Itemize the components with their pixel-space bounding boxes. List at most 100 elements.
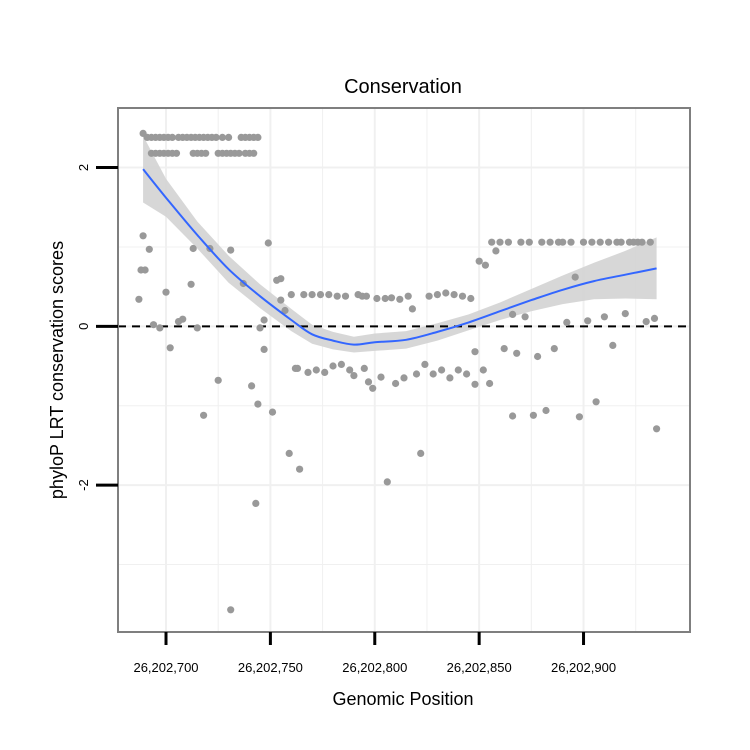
data-point: [248, 382, 256, 390]
data-point: [538, 238, 546, 246]
data-point: [277, 296, 285, 304]
plot-panel: [117, 107, 691, 633]
data-point: [471, 348, 479, 356]
data-point: [145, 245, 153, 253]
data-point: [383, 478, 391, 486]
data-point: [337, 360, 345, 368]
data-point: [260, 316, 268, 324]
data-points: [135, 129, 661, 614]
data-point: [559, 238, 567, 246]
data-point: [584, 317, 592, 325]
data-point: [285, 449, 293, 457]
data-point: [341, 292, 350, 300]
data-point: [429, 370, 437, 378]
data-point: [316, 291, 325, 299]
x-tick-label: 26,202,850: [447, 660, 512, 675]
data-point: [381, 294, 389, 303]
data-point: [592, 398, 600, 406]
data-point: [250, 149, 258, 157]
data-point: [492, 247, 500, 255]
data-point: [496, 238, 504, 246]
data-point: [218, 133, 226, 141]
data-point: [534, 352, 542, 361]
data-point: [156, 324, 164, 332]
data-point: [193, 324, 201, 332]
data-point: [227, 246, 235, 254]
data-point: [638, 238, 646, 246]
data-point: [172, 149, 181, 157]
data-point: [141, 266, 149, 274]
data-point: [529, 411, 538, 419]
data-point: [600, 313, 609, 321]
data-point: [293, 364, 302, 372]
data-point: [588, 238, 596, 246]
data-point: [187, 280, 195, 288]
data-point: [214, 376, 222, 384]
data-point: [513, 349, 521, 357]
data-point: [287, 291, 295, 299]
data-point: [596, 238, 604, 246]
data-point: [202, 149, 210, 157]
data-point: [254, 400, 262, 408]
data-point: [400, 374, 408, 382]
data-point: [200, 411, 208, 419]
x-tick-label: 26,202,900: [551, 660, 616, 675]
data-point: [408, 305, 416, 313]
data-point: [442, 289, 450, 297]
data-point: [350, 372, 358, 380]
data-point: [364, 378, 373, 386]
data-point: [256, 324, 264, 332]
data-point: [617, 238, 625, 246]
data-point: [458, 292, 467, 300]
data-point: [504, 238, 512, 246]
data-point: [321, 368, 329, 376]
y-tick-label: 0: [76, 323, 91, 330]
data-point: [377, 373, 385, 381]
data-point: [227, 606, 235, 614]
data-point: [567, 238, 575, 246]
data-point: [369, 384, 377, 392]
data-point: [479, 366, 487, 374]
data-point: [300, 291, 308, 299]
data-point: [260, 345, 268, 353]
data-point: [467, 294, 475, 303]
y-axis: -2 0 2: [76, 164, 118, 491]
data-point: [360, 364, 368, 372]
data-point: [296, 465, 304, 473]
chart-title: Conservation: [344, 76, 462, 98]
x-tick-label: 26,202,800: [342, 660, 407, 675]
data-point: [650, 314, 659, 322]
data-point: [542, 406, 550, 415]
y-tick-label: -2: [76, 479, 91, 491]
data-point: [412, 370, 421, 378]
data-point: [212, 133, 220, 141]
data-point: [166, 344, 174, 352]
data-point: [521, 313, 529, 321]
data-point: [396, 295, 404, 303]
data-point: [333, 292, 341, 300]
data-point: [438, 366, 446, 374]
data-point: [571, 273, 579, 281]
y-axis-title: phyloP LRT conservation scores: [47, 241, 67, 499]
data-point: [463, 370, 471, 378]
data-point: [235, 149, 243, 157]
data-point: [139, 232, 147, 240]
data-point: [404, 292, 412, 300]
y-tick-label: 2: [76, 164, 91, 171]
data-point: [579, 238, 588, 246]
confidence-ribbon: [143, 135, 657, 353]
data-point: [325, 291, 333, 299]
data-point: [387, 294, 396, 302]
data-point: [421, 360, 429, 368]
data-point: [425, 292, 433, 300]
data-point: [168, 133, 176, 141]
data-point: [550, 345, 558, 353]
data-point: [646, 238, 654, 246]
data-point: [225, 133, 233, 141]
data-point: [450, 291, 458, 299]
data-point: [433, 291, 441, 299]
data-point: [179, 315, 187, 323]
data-point: [149, 321, 158, 329]
smooth-trend-line: [142, 168, 657, 346]
